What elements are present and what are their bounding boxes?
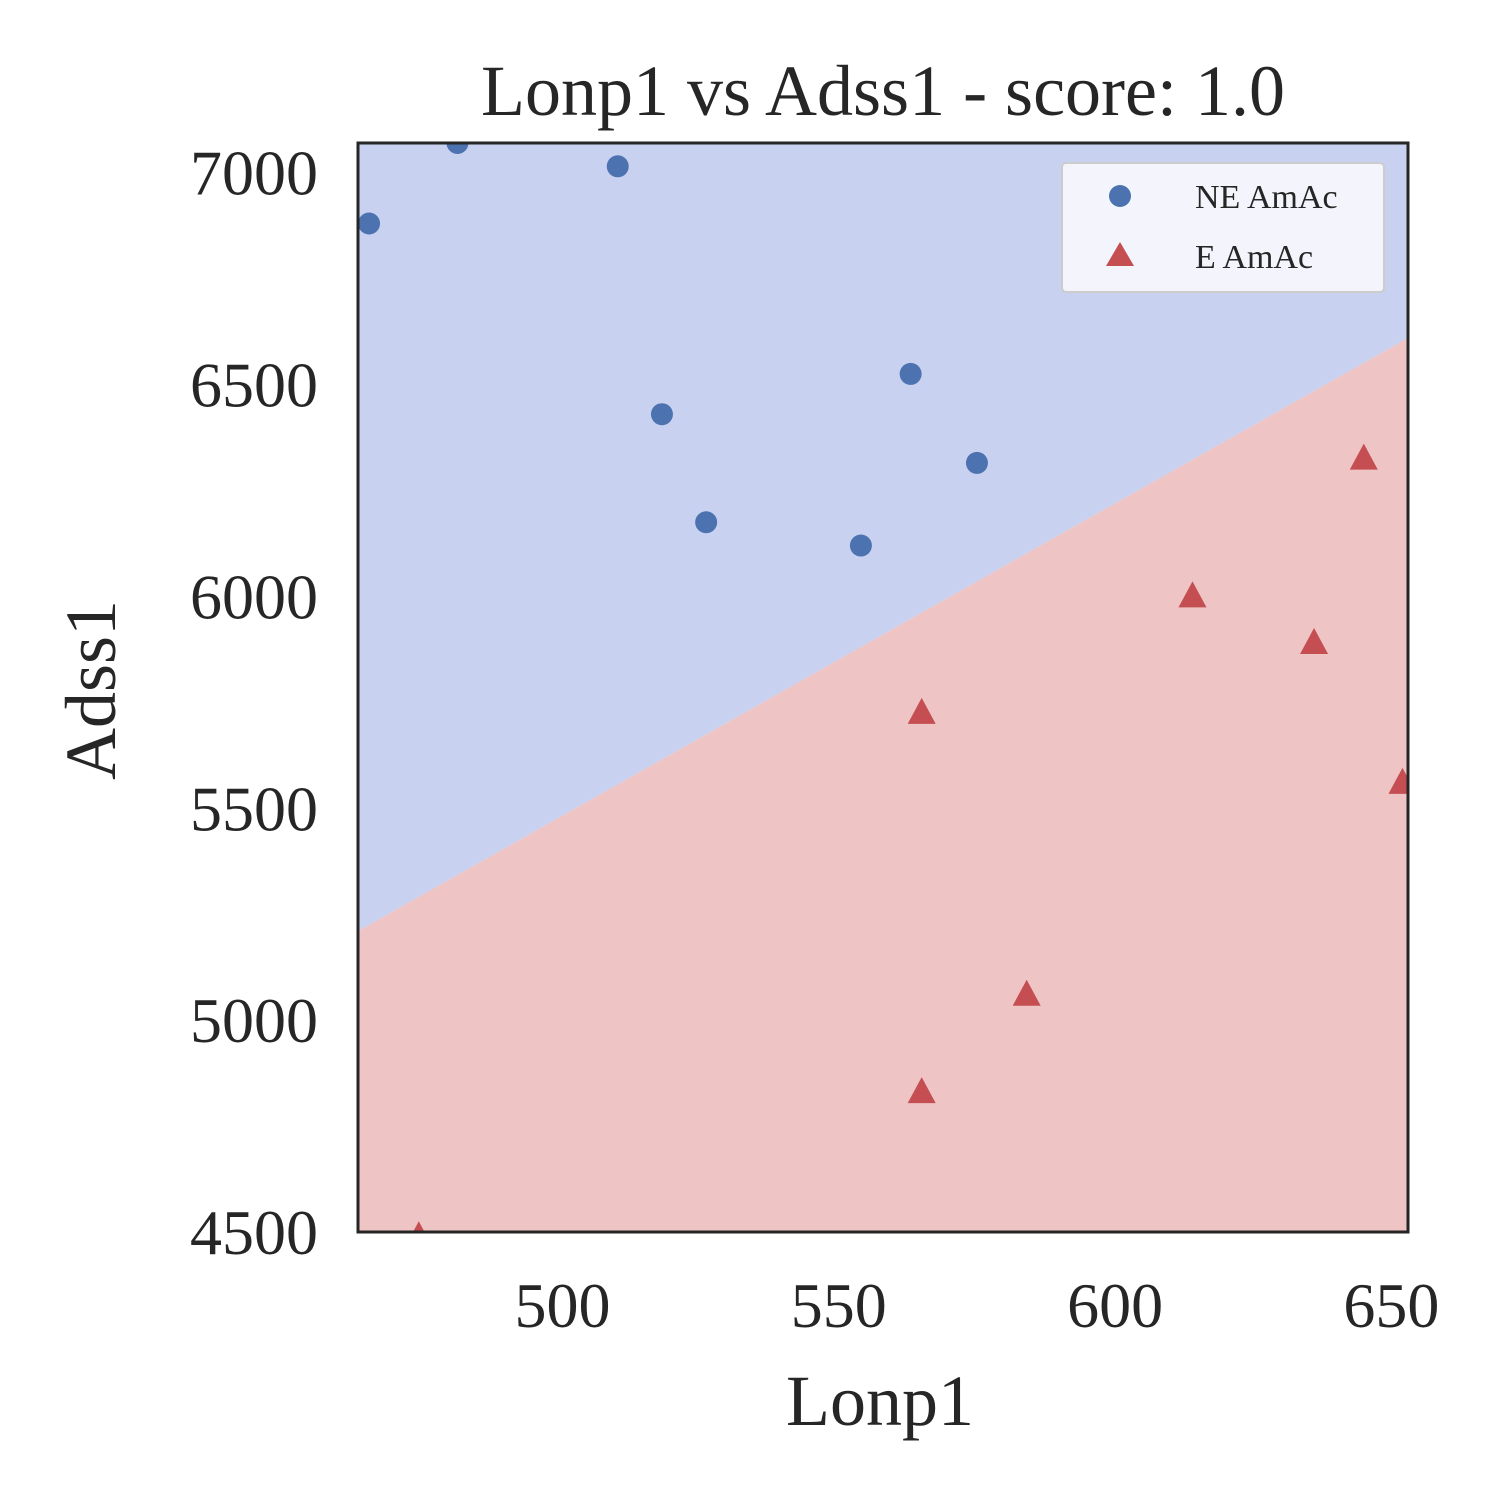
data-point-ne-amac — [965, 451, 988, 474]
data-point-e-amac — [1349, 443, 1378, 470]
chart-title: Lonp1 vs Adss1 - score: 1.0 — [481, 51, 1285, 131]
data-point-ne-amac — [899, 362, 922, 385]
x-tick-label: 550 — [791, 1270, 887, 1341]
data-point-ne-amac — [849, 534, 872, 557]
data-point-e-amac — [412, 1221, 425, 1232]
data-point-ne-amac — [446, 143, 469, 154]
y-tick-label: 7000 — [190, 138, 318, 209]
legend: NE AmAc E AmAc — [1061, 162, 1385, 293]
y-tick-label: 6500 — [190, 350, 318, 421]
data-point-e-amac — [1012, 979, 1041, 1006]
data-point-e-amac — [1388, 767, 1408, 794]
x-tick-label: 600 — [1067, 1270, 1163, 1341]
data-point-e-amac — [907, 697, 936, 724]
data-point-e-amac — [1300, 628, 1329, 655]
data-point-ne-amac — [358, 212, 381, 235]
data-point-ne-amac — [695, 511, 718, 534]
plot-frame — [356, 141, 1410, 1234]
x-tick-label: 650 — [1343, 1270, 1439, 1341]
data-point-e-amac — [1178, 581, 1207, 608]
legend-label-ne-amac: NE AmAc — [1195, 179, 1338, 216]
legend-label-e-amac: E AmAc — [1195, 239, 1313, 276]
legend-marker-ne-amac — [1109, 185, 1131, 207]
legend-box — [1061, 162, 1385, 293]
data-point-ne-amac — [606, 155, 629, 178]
y-tick-label: 5500 — [190, 773, 318, 844]
legend-marker-e-amac — [1106, 242, 1134, 266]
y-tick-label: 4500 — [190, 1197, 318, 1268]
x-tick-label: 500 — [514, 1270, 610, 1341]
y-tick-label: 5000 — [190, 985, 318, 1056]
x-axis-label: Lonp1 — [786, 1361, 974, 1441]
region-ne-amac — [358, 143, 1408, 932]
y-tick-label: 6000 — [190, 561, 318, 632]
data-point-ne-amac — [650, 403, 673, 426]
data-point-e-amac — [907, 1077, 936, 1104]
region-e-amac — [358, 337, 1408, 1232]
y-axis-label: Adss1 — [51, 600, 131, 780]
